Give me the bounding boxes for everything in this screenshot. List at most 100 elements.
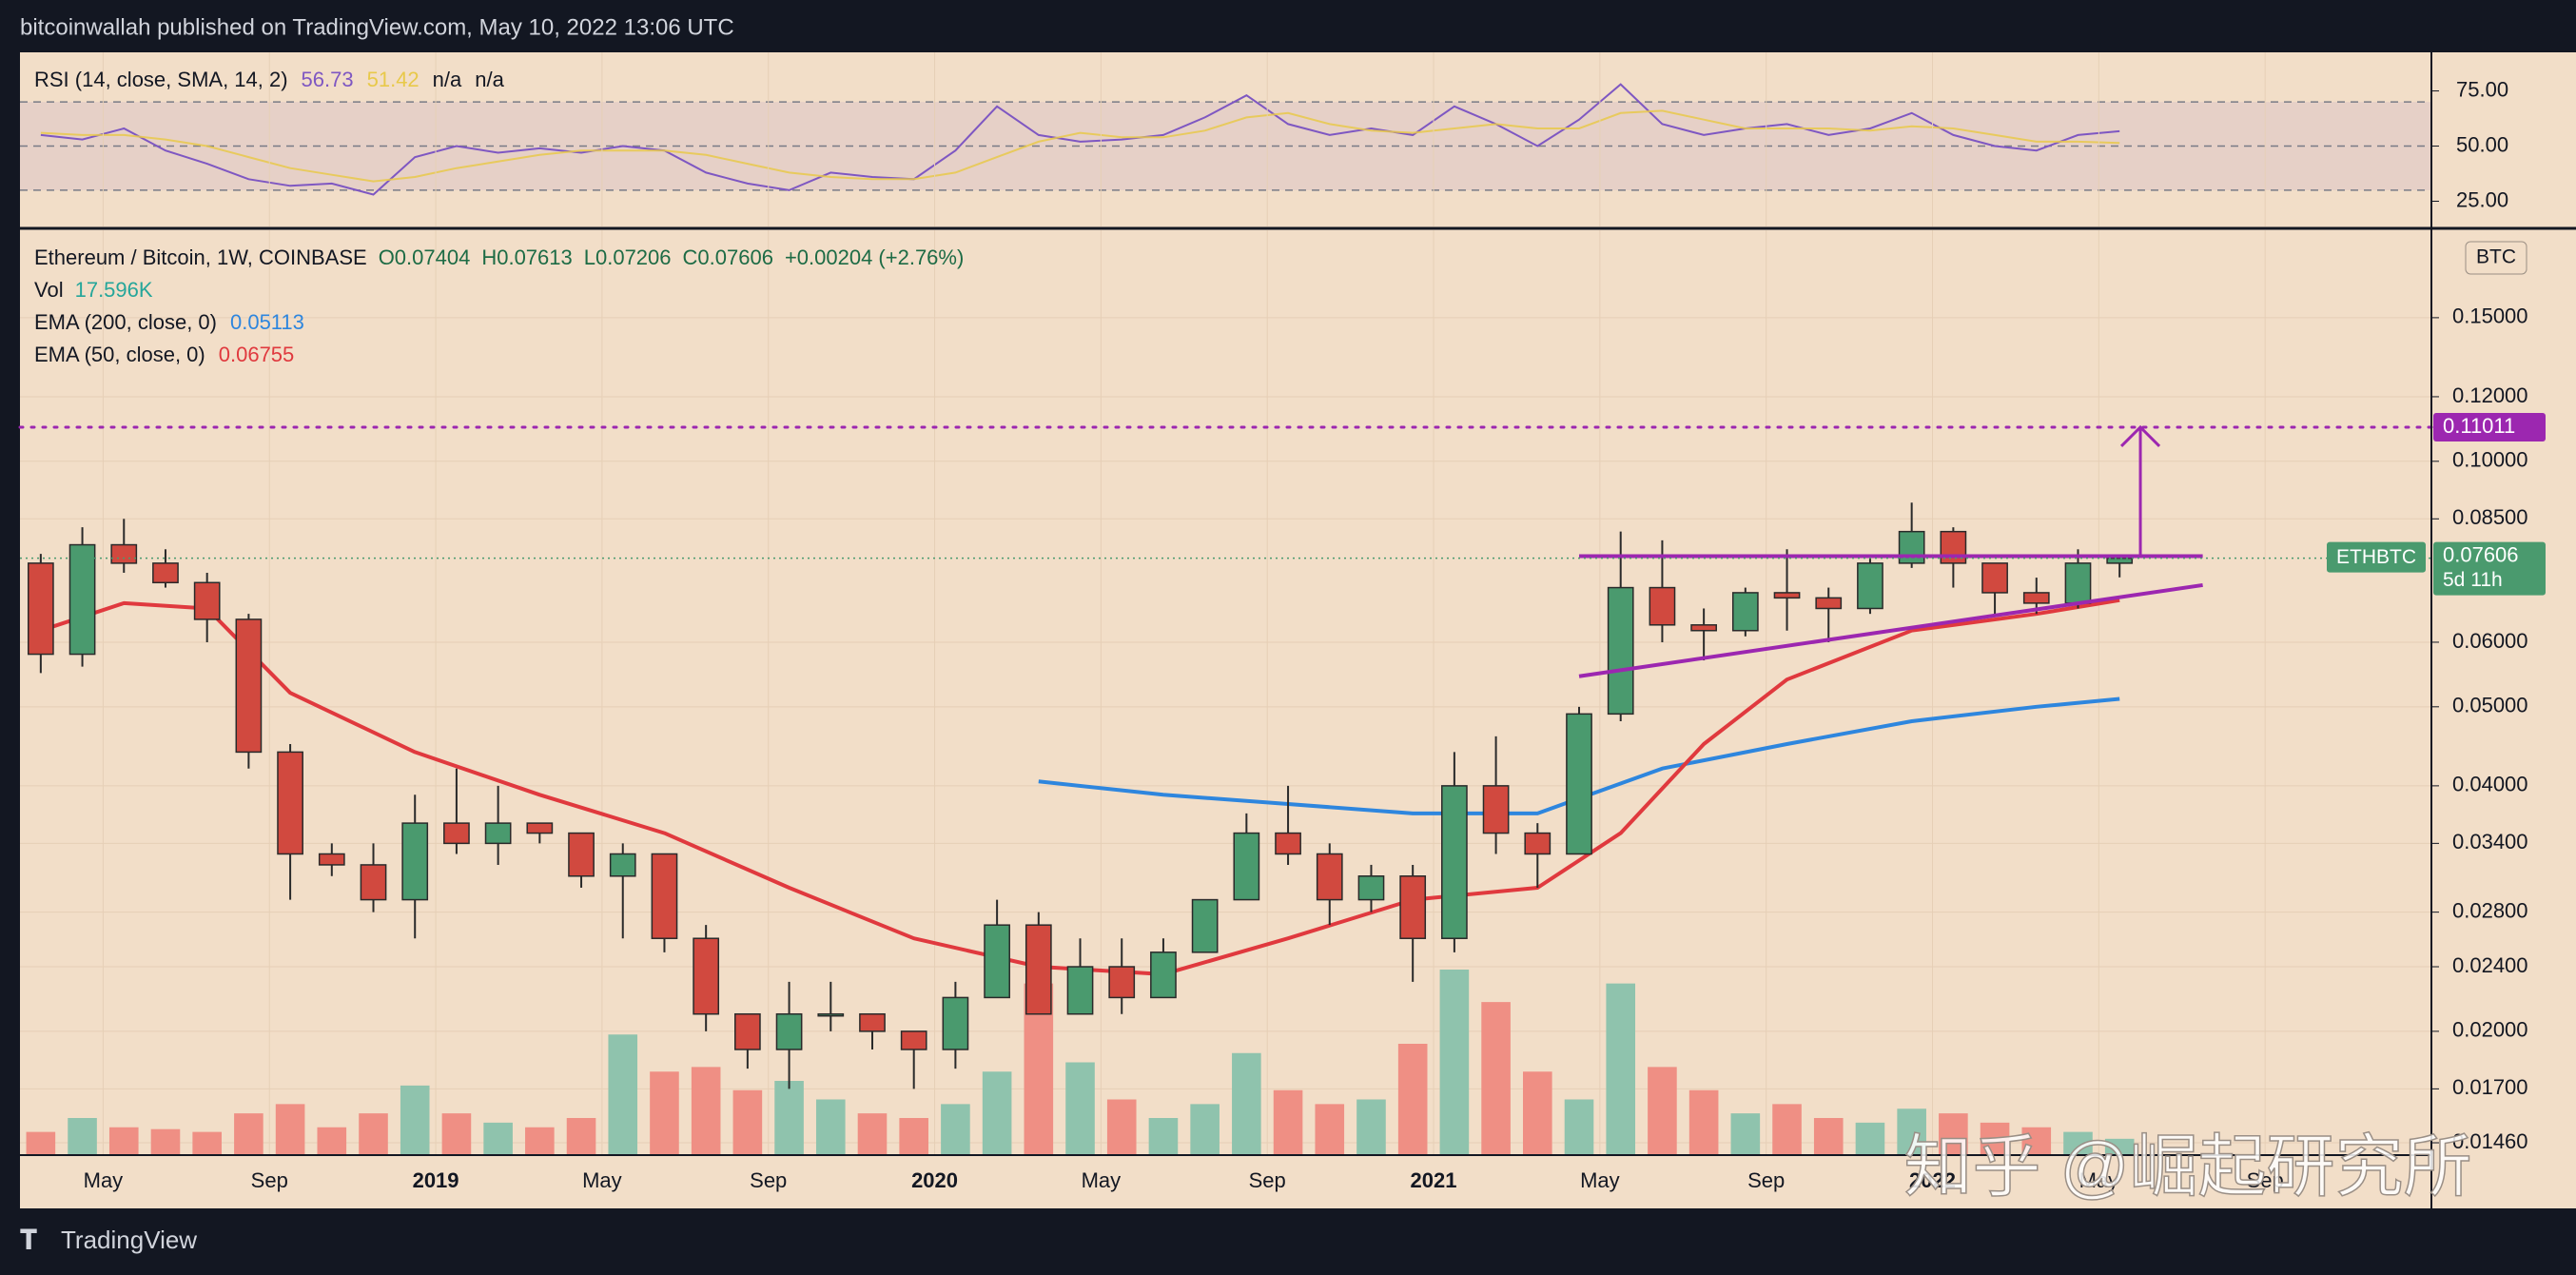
x-tick-label: May — [84, 1168, 124, 1192]
candle-body — [1191, 898, 1219, 953]
candle-body — [1524, 832, 1551, 855]
candle-body — [68, 543, 96, 656]
volume-bar — [1772, 1104, 1802, 1155]
y-tick-label: 0.10000 — [2452, 448, 2528, 472]
candle-body — [443, 822, 470, 845]
x-tick-label: 2021 — [1411, 1168, 1457, 1192]
ohlc-close: C0.07606 — [683, 245, 773, 269]
volume-bar — [1273, 1089, 1303, 1155]
candle-body — [1275, 832, 1301, 855]
volume-bar — [1481, 1002, 1511, 1155]
x-tick-label: Sep — [1747, 1168, 1785, 1192]
volume-bar — [857, 1113, 888, 1155]
candle-body — [984, 924, 1010, 999]
candle-body — [152, 562, 179, 584]
volume-bar — [1939, 1113, 1968, 1155]
ema-line — [1038, 696, 2120, 815]
candle-body — [1815, 597, 1843, 610]
volume-bar — [1688, 1089, 1719, 1155]
volume-bar — [2104, 1138, 2135, 1155]
currency-label[interactable]: BTC — [2476, 246, 2516, 268]
rsi-line — [40, 83, 2120, 196]
volume-bar — [275, 1104, 305, 1155]
y-tick-label: 0.12000 — [2452, 383, 2528, 407]
volume-bar — [1606, 983, 1636, 1155]
volume-bar — [774, 1081, 804, 1155]
axes: 25.00 50.00 75.00 0.01460 0.01700 0.02000 0.02… — [84, 77, 2546, 1192]
x-tick-label: 2022 — [1909, 1168, 1956, 1192]
volume-bar — [1397, 1044, 1428, 1155]
candle-body — [1566, 713, 1592, 855]
x-tick-label: Sep — [2247, 1168, 2284, 1192]
candle-body — [1773, 592, 1801, 599]
volume-bar — [1106, 1099, 1137, 1155]
support-line — [1578, 582, 2203, 678]
candle-body — [1981, 562, 2008, 594]
y-tick-label: 0.01460 — [2452, 1129, 2528, 1153]
price-pane — [18, 230, 2433, 1155]
x-tick-label: Sep — [750, 1168, 787, 1192]
x-tick-label: May — [582, 1168, 622, 1192]
volume-name: Vol — [34, 278, 64, 302]
candle-body — [2022, 592, 2050, 604]
candle-body — [1025, 924, 1052, 1015]
volume-bar — [68, 1118, 97, 1155]
watermark: 知乎 @崛起研究所 — [1903, 1129, 2471, 1206]
candle-body — [484, 822, 512, 845]
volume-bar — [1855, 1122, 1885, 1155]
x-tick-label: May — [2079, 1168, 2119, 1192]
rsi-na: n/a — [433, 68, 462, 91]
candle-body — [277, 751, 303, 855]
volume-bar — [650, 1071, 679, 1155]
candle-body — [1441, 785, 1468, 939]
volume-bar — [192, 1131, 222, 1155]
footer-brand: TradingView — [61, 1226, 197, 1254]
volume-bar — [1356, 1099, 1386, 1155]
symbol-box — [2327, 541, 2426, 573]
candle-body — [859, 1012, 886, 1032]
volume-bar — [1813, 1118, 1844, 1155]
volume-bar — [359, 1113, 388, 1155]
volume-bar — [150, 1128, 181, 1155]
candle-body — [1357, 875, 1385, 901]
candle-body — [1690, 624, 1717, 632]
candle-body — [193, 581, 221, 620]
countdown-label: 5d 11h — [2443, 569, 2503, 591]
rsi-na: n/a — [475, 68, 504, 91]
ohlc-low: L0.07206 — [584, 245, 672, 269]
candle-body — [318, 853, 345, 866]
candle-body — [1066, 966, 1094, 1015]
candle-body — [1316, 853, 1343, 901]
candle-body — [360, 864, 387, 901]
y-tick-label: 50.00 — [2456, 132, 2508, 156]
y-tick-label: 0.08500 — [2452, 505, 2528, 529]
volume-bar — [815, 1099, 846, 1155]
candle-body — [775, 1012, 803, 1050]
currency-button[interactable] — [2465, 241, 2527, 275]
volume-bar — [1980, 1122, 2010, 1155]
footer-logo: 𝐓 TradingView — [20, 1225, 197, 1254]
y-tick-label: 0.06000 — [2452, 629, 2528, 653]
y-tick-label: 25.00 — [2456, 187, 2508, 211]
candle-body — [1857, 562, 1883, 610]
arrow-head — [2119, 424, 2161, 448]
symbol-label: ETHBTC — [2336, 546, 2416, 568]
symbol-title: Ethereum / Bitcoin, 1W, COINBASE — [34, 245, 367, 269]
volume-bar — [1148, 1118, 1179, 1155]
candle-body — [2106, 557, 2134, 564]
volume-bar — [1648, 1067, 1677, 1155]
ema50-name: EMA (50, close, 0) — [34, 343, 205, 366]
ema200-legend: EMA (200, close, 0) 0.05113 — [34, 310, 304, 334]
last-price-box — [2433, 541, 2546, 596]
rsi-line — [40, 109, 2120, 183]
volume-bar — [1232, 1052, 1261, 1155]
volume-bar — [1523, 1071, 1552, 1155]
change: +0.00204 (+2.76%) — [785, 245, 964, 269]
rsi-sma-value: 51.42 — [367, 68, 420, 91]
y-tick-label: 0.04000 — [2452, 773, 2528, 796]
y-tick-label: 0.02400 — [2452, 953, 2528, 977]
candle-body — [1482, 785, 1510, 834]
volume-bar — [26, 1131, 56, 1155]
volume-bar — [2063, 1131, 2093, 1155]
